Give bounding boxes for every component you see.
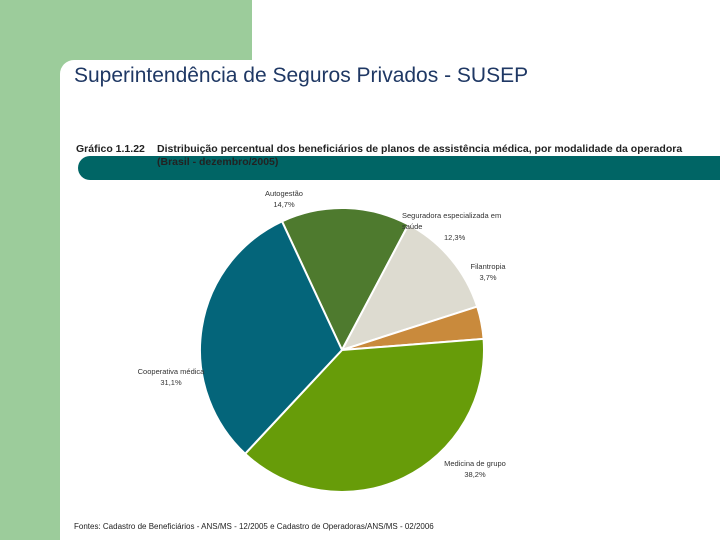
source-footnote: Fontes: Cadastro de Beneficiários - ANS/… bbox=[74, 522, 434, 531]
slice-label-value: 14,7% bbox=[273, 200, 295, 209]
slice-label-name: Seguradora especializada em saúde bbox=[402, 211, 502, 231]
slice-label-value: 12,3% bbox=[444, 233, 466, 242]
chart-title: Distribuição percentual dos beneficiário… bbox=[157, 143, 683, 168]
slice-label-name: Medicina de grupo bbox=[444, 459, 506, 468]
pie-slice-autogest-o bbox=[280, 207, 410, 353]
slide-title: Superintendência de Seguros Privados - S… bbox=[74, 64, 529, 87]
slice-label-0: Autogestão 14,7% bbox=[252, 188, 316, 210]
pie-slice-medicina-de-grupo bbox=[243, 337, 485, 494]
pie-slice-cooperativa-m-dica bbox=[199, 219, 344, 456]
pie-slice-seguradora-especializada-em-sa-de bbox=[339, 223, 479, 352]
slice-label-value: 38,2% bbox=[464, 470, 486, 479]
slice-label-name: Autogestão bbox=[265, 189, 303, 198]
slice-label-1: Seguradora especializada em saúde 12,3% bbox=[402, 210, 512, 243]
slice-label-value: 3,7% bbox=[479, 273, 497, 282]
slice-label-2: Filantropia 3,7% bbox=[463, 261, 513, 283]
slice-label-3: Medicina de grupo 38,2% bbox=[435, 458, 515, 480]
slice-label-name: Filantropia bbox=[470, 262, 506, 271]
slice-label-value: 31,1% bbox=[160, 378, 182, 387]
title-underline-bar bbox=[78, 156, 720, 180]
slice-label-4: Cooperativa médica 31,1% bbox=[134, 366, 208, 388]
chart-number: Gráfico 1.1.22 bbox=[76, 143, 145, 155]
slice-label-name: Cooperativa médica bbox=[137, 367, 205, 376]
